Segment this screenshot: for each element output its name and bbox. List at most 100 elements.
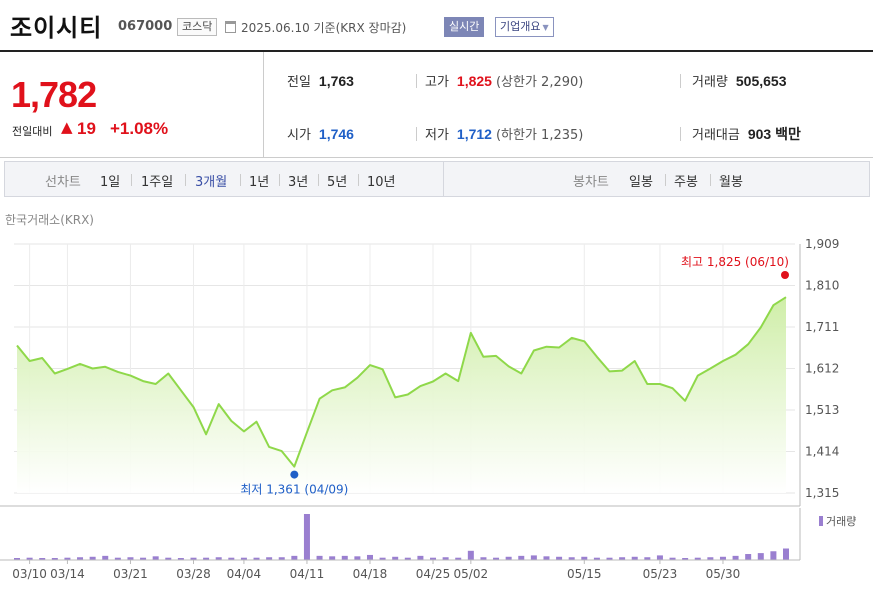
exchange-label: 한국거래소(KRX)	[5, 213, 94, 227]
base-date: 2025.06.10 기준(KRX 장마감)	[241, 21, 407, 35]
period-selector: 선차트 1일 1주일 3개월 1년 3년 5년 10년 봉차트 일봉 주봉 월봉	[4, 161, 870, 197]
divider	[279, 174, 280, 186]
volume-bar	[430, 557, 437, 560]
volume-bar	[417, 555, 424, 560]
high-annotation: 최고 1,825 (06/10)	[681, 255, 789, 269]
divider	[185, 174, 186, 186]
y-tick-label: 1,315	[805, 486, 839, 500]
stock-header: 조이시티 067000 코스닥 2025.06.10 기준(KRX 장마감) 실…	[0, 0, 873, 52]
change-label: 전일대비	[12, 125, 53, 138]
volume-bar	[404, 557, 411, 560]
volume-bar	[203, 557, 210, 560]
y-tick-label: 1,414	[805, 445, 839, 459]
divider	[680, 127, 681, 141]
period-3m[interactable]: 3개월	[195, 175, 228, 190]
volume-bar	[278, 557, 285, 560]
volume-bar	[366, 554, 373, 560]
x-tick-label: 05/30	[706, 567, 741, 581]
open-value: 1,746	[318, 126, 354, 142]
volume-bar	[694, 557, 701, 560]
volume-bar	[127, 557, 134, 560]
x-tick-label: 04/18	[353, 567, 388, 581]
volume-bar	[379, 557, 386, 560]
x-tick-label: 04/25	[416, 567, 451, 581]
divider	[358, 174, 359, 186]
volume-bar	[165, 557, 172, 560]
period-1d[interactable]: 1일	[100, 175, 121, 190]
divider	[443, 162, 444, 196]
turnover-label: 거래대금	[692, 128, 740, 143]
price-area	[17, 297, 786, 493]
open-price: 시가 1,746	[287, 124, 354, 144]
divider	[416, 74, 417, 88]
low-value: 1,712	[456, 126, 492, 142]
volume-bar	[719, 556, 726, 560]
chevron-down-icon: ▼	[542, 23, 549, 32]
candle-daily[interactable]: 일봉	[629, 175, 653, 190]
period-1y[interactable]: 1년	[249, 175, 270, 190]
y-tick-label: 1,711	[805, 320, 839, 334]
period-1w[interactable]: 1주일	[141, 175, 174, 190]
x-tick-label: 03/10	[12, 567, 47, 581]
volume-bar	[606, 557, 613, 560]
price-chart[interactable]: 1,909 1,810 1,711 1,612 1,513 1,414 1,315 최고 1,…	[0, 230, 873, 590]
volume-bar	[770, 551, 777, 560]
volume-bar	[556, 556, 563, 560]
y-tick-label: 1,612	[805, 362, 839, 376]
high-label: 고가	[425, 75, 449, 90]
period-5y[interactable]: 5년	[327, 175, 348, 190]
upper-limit: (상한가 2,290)	[495, 75, 584, 90]
day-high: 고가 1,825 (상한가 2,290)	[425, 71, 583, 91]
company-info-label: 기업개요	[500, 20, 541, 33]
volume-bar	[392, 556, 399, 560]
stock-code: 067000	[118, 19, 173, 34]
price-line	[16, 296, 787, 468]
volume-bar	[89, 556, 96, 560]
volume-bar	[505, 556, 512, 560]
volume-bar	[140, 557, 147, 560]
stock-name: 조이시티	[10, 14, 103, 42]
price-summary: 1,782 전일대비 ▲ 19 +1.08% 전일 1,763 고가 1,825 (상…	[0, 50, 873, 158]
current-price-box: 1,782 전일대비 ▲ 19 +1.08%	[0, 52, 264, 158]
volume-bar	[291, 555, 298, 560]
volume-bar	[493, 557, 500, 560]
volume-legend: 거래량	[826, 515, 856, 528]
volume-bar	[745, 554, 752, 560]
volume-bar	[518, 555, 525, 560]
volume-bar	[266, 557, 273, 560]
candle-monthly[interactable]: 월봉	[719, 175, 743, 190]
divider	[416, 127, 417, 141]
volume-bar	[682, 558, 689, 560]
period-10y[interactable]: 10년	[367, 175, 396, 190]
prev-close-value: 1,763	[318, 73, 354, 89]
x-tick-label: 04/11	[290, 567, 325, 581]
lower-limit: (하한가 1,235)	[495, 128, 584, 143]
low-marker	[290, 470, 299, 479]
divider	[318, 174, 319, 186]
x-tick-label: 03/14	[50, 567, 85, 581]
x-tick-label: 03/21	[113, 567, 148, 581]
volume-bar	[543, 556, 550, 560]
turnover-value: 903 백만	[747, 126, 801, 142]
volume-bar	[593, 557, 600, 560]
volume-bar	[732, 555, 739, 560]
current-price: 1,782	[11, 74, 97, 115]
divider	[131, 174, 132, 186]
low-annotation: 최저 1,361 (04/09)	[240, 483, 348, 497]
volume-bar	[581, 556, 588, 560]
volume-legend-swatch	[819, 516, 823, 526]
volume-bar	[152, 556, 159, 560]
change-value: 19	[77, 119, 96, 138]
volume-bar	[51, 558, 58, 560]
volume-bar	[783, 548, 789, 560]
divider	[680, 74, 681, 88]
period-3y[interactable]: 3년	[288, 175, 309, 190]
realtime-button[interactable]: 실시간	[444, 17, 485, 37]
volume-bar	[341, 555, 348, 560]
volume-bar	[77, 557, 84, 560]
y-tick-label: 1,810	[805, 279, 839, 293]
candle-weekly[interactable]: 주봉	[674, 175, 698, 190]
x-tick-label: 05/02	[454, 567, 489, 581]
volume-bar	[215, 557, 222, 560]
company-info-dropdown[interactable]: 기업개요 ▼	[495, 17, 554, 37]
